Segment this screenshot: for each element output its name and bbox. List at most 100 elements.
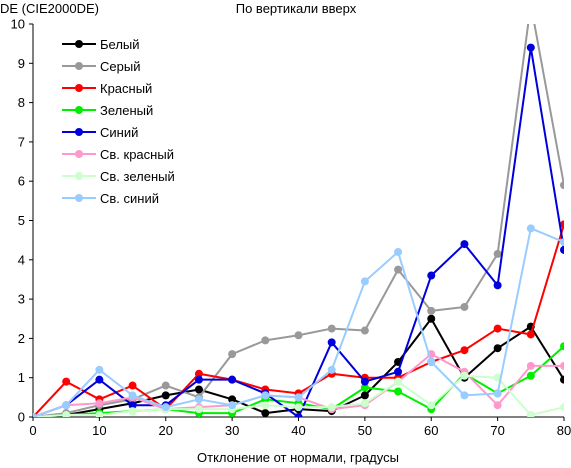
legend-marker bbox=[75, 40, 83, 48]
data-point bbox=[526, 371, 535, 380]
data-point bbox=[327, 324, 336, 333]
legend-entry: Св. красный bbox=[62, 147, 174, 162]
data-point bbox=[460, 302, 469, 311]
data-point bbox=[460, 391, 469, 400]
legend-marker bbox=[75, 150, 83, 158]
series-4 bbox=[33, 43, 564, 417]
data-point bbox=[560, 342, 564, 351]
data-point bbox=[493, 324, 502, 333]
data-point bbox=[394, 387, 403, 396]
data-point bbox=[261, 409, 270, 417]
data-point bbox=[194, 405, 203, 414]
legend-entry: Св. зеленый bbox=[62, 169, 175, 184]
data-point bbox=[360, 277, 369, 286]
data-point bbox=[95, 365, 104, 374]
data-point bbox=[526, 224, 535, 233]
y-tick-label: 9 bbox=[18, 56, 25, 71]
x-tick-label: 10 bbox=[92, 423, 106, 438]
data-point bbox=[526, 411, 535, 417]
data-point bbox=[527, 0, 535, 8]
data-point bbox=[394, 265, 403, 274]
legend-label: Св. красный bbox=[100, 147, 174, 162]
legend-entry: Красный bbox=[62, 81, 152, 96]
legend-marker bbox=[75, 62, 83, 70]
x-tick-label: 30 bbox=[225, 423, 239, 438]
data-point bbox=[194, 385, 203, 394]
data-point bbox=[360, 399, 369, 408]
data-point bbox=[360, 326, 369, 335]
legend-marker bbox=[75, 106, 83, 114]
data-point bbox=[560, 375, 564, 384]
legend-label: Белый bbox=[100, 37, 140, 52]
data-point bbox=[427, 357, 436, 366]
legend-entry: Белый bbox=[62, 37, 140, 52]
data-point bbox=[228, 395, 237, 404]
x-tick-label: 0 bbox=[29, 423, 36, 438]
data-point bbox=[460, 240, 469, 249]
y-tick-label: 6 bbox=[18, 174, 25, 189]
data-point bbox=[460, 346, 469, 355]
y-tick-label: 10 bbox=[11, 17, 25, 32]
data-point bbox=[128, 391, 137, 400]
data-point bbox=[394, 377, 403, 386]
y-tick-label: 4 bbox=[18, 252, 25, 267]
data-point bbox=[460, 371, 469, 380]
data-point bbox=[526, 361, 535, 370]
y-tick-label: 2 bbox=[18, 331, 25, 346]
data-point bbox=[493, 389, 502, 398]
data-point bbox=[62, 377, 71, 386]
data-point bbox=[493, 401, 502, 410]
legend: Белый Серый Красный Зеленый Синий Св. красный… bbox=[62, 37, 175, 206]
data-point bbox=[161, 381, 170, 390]
x-tick-label: 70 bbox=[490, 423, 504, 438]
data-point bbox=[427, 271, 436, 280]
data-point bbox=[33, 413, 37, 417]
data-point bbox=[427, 401, 436, 410]
y-tick-label: 1 bbox=[18, 370, 25, 385]
data-point bbox=[493, 281, 502, 290]
legend-label: Зеленый bbox=[100, 103, 153, 118]
data-point bbox=[360, 391, 369, 400]
data-point bbox=[327, 403, 336, 412]
y-tick-label: 7 bbox=[18, 134, 25, 149]
data-point bbox=[493, 249, 502, 258]
legend-entry: Зеленый bbox=[62, 103, 153, 118]
legend-label: Св. синий bbox=[100, 191, 159, 206]
legend-entry: Св. синий bbox=[62, 191, 159, 206]
legend-entry: Серый bbox=[62, 59, 140, 74]
data-point bbox=[261, 391, 270, 400]
data-point bbox=[526, 330, 535, 339]
data-point bbox=[327, 338, 336, 347]
data-point bbox=[394, 367, 403, 376]
data-point bbox=[560, 181, 564, 190]
data-point bbox=[493, 344, 502, 353]
data-point bbox=[161, 403, 170, 412]
legend-label: Св. зеленый bbox=[100, 169, 175, 184]
data-point bbox=[327, 365, 336, 374]
series-7 bbox=[33, 224, 564, 417]
legend-marker bbox=[75, 128, 83, 136]
data-point bbox=[194, 395, 203, 404]
data-point bbox=[526, 43, 535, 52]
data-point bbox=[228, 401, 237, 410]
data-point bbox=[228, 375, 237, 384]
data-point bbox=[294, 393, 303, 402]
data-point bbox=[62, 411, 71, 417]
data-point bbox=[62, 401, 71, 410]
legend-label: Синий bbox=[100, 125, 138, 140]
legend-entry: Синий bbox=[62, 125, 138, 140]
y-tick-label: 0 bbox=[18, 410, 25, 425]
legend-marker bbox=[75, 84, 83, 92]
chart-title: По вертикали вверх bbox=[236, 1, 357, 16]
data-point bbox=[261, 336, 270, 345]
data-point bbox=[560, 403, 564, 412]
legend-label: Серый bbox=[100, 59, 140, 74]
data-point bbox=[194, 375, 203, 384]
data-point bbox=[360, 377, 369, 386]
x-axis-title: Отклонение от нормали, градусы bbox=[197, 450, 399, 465]
x-tick-label: 20 bbox=[159, 423, 173, 438]
data-point bbox=[560, 238, 564, 247]
data-point bbox=[95, 375, 104, 384]
data-point bbox=[427, 314, 436, 323]
